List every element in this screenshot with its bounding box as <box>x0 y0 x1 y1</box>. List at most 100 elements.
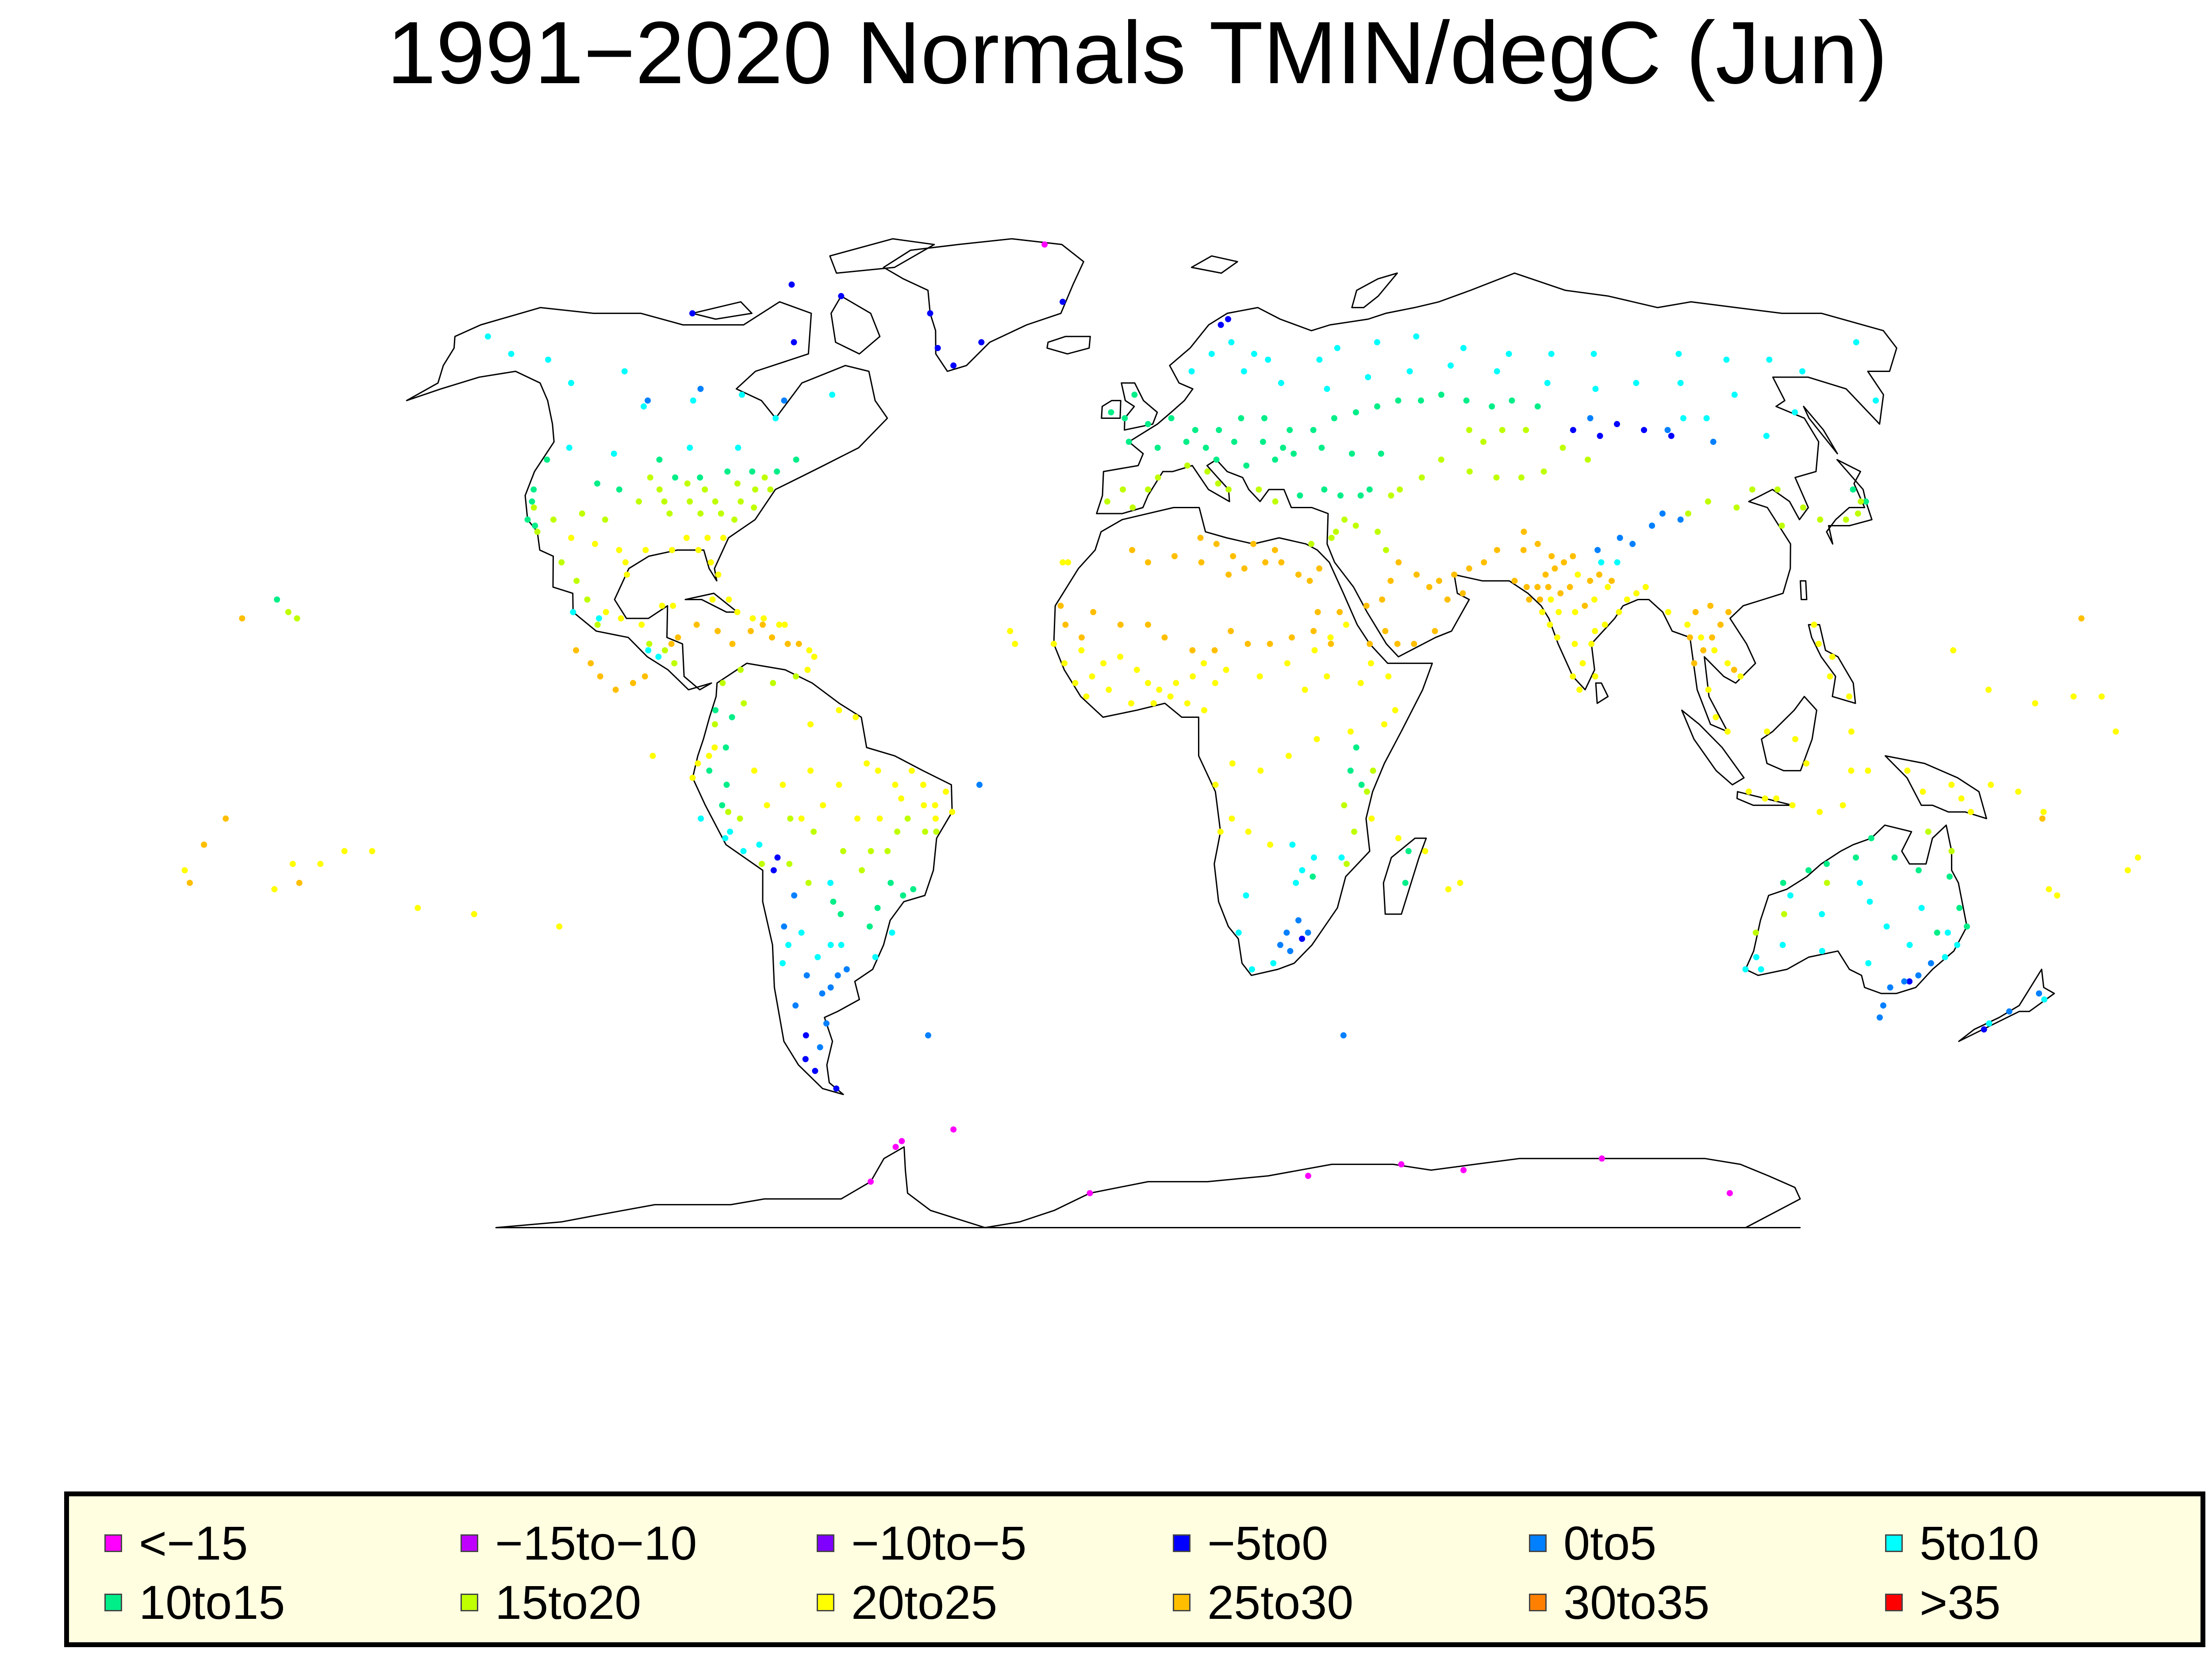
legend-swatch <box>1885 1594 1903 1611</box>
station-point <box>1336 609 1343 615</box>
station-point <box>1129 547 1136 553</box>
station-point <box>1395 559 1402 566</box>
legend-swatch <box>461 1534 478 1552</box>
station-point <box>616 547 622 553</box>
series-25to30 <box>187 529 2085 886</box>
station-point <box>1534 540 1541 547</box>
legend-label: −15to−10 <box>495 1516 697 1570</box>
station-point <box>1659 510 1666 517</box>
station-point <box>899 1138 905 1144</box>
station-point <box>647 474 653 481</box>
station-point <box>1201 660 1207 667</box>
station-point <box>1548 553 1555 560</box>
station-point <box>2070 693 2077 700</box>
station-point <box>1596 571 1602 578</box>
station-point <box>735 445 741 451</box>
station-point <box>772 415 779 422</box>
station-point <box>1787 892 1793 899</box>
station-point <box>568 535 575 541</box>
station-point <box>612 686 619 693</box>
station-point <box>909 767 915 774</box>
station-point <box>1262 559 1269 566</box>
legend-label: 10to15 <box>139 1576 285 1629</box>
iceland-outline <box>1046 336 1091 355</box>
station-point <box>1352 522 1359 529</box>
station-point <box>2015 788 2022 795</box>
station-point <box>1198 559 1205 566</box>
station-point <box>1257 767 1264 774</box>
africa-outline <box>1053 507 1433 976</box>
station-point <box>727 828 733 835</box>
station-point <box>573 647 580 654</box>
station-point <box>707 559 714 566</box>
station-point <box>1145 421 1151 427</box>
station-point <box>1664 427 1671 433</box>
station-point <box>1125 438 1132 445</box>
station-point <box>622 559 629 566</box>
eurasia-outline <box>1096 272 1897 732</box>
station-point <box>584 596 591 603</box>
station-point <box>737 815 743 822</box>
station-point <box>603 609 609 615</box>
station-point <box>820 802 826 809</box>
station-point <box>1079 634 1085 641</box>
station-point <box>1173 680 1179 686</box>
station-point <box>1915 867 1922 874</box>
station-point <box>1365 374 1371 380</box>
station-point <box>1561 559 1567 566</box>
station-point <box>1188 368 1195 375</box>
station-point <box>706 752 712 759</box>
station-point <box>1865 960 1872 966</box>
philippines-outline <box>1808 624 1856 704</box>
station-point <box>950 362 957 369</box>
station-point <box>1466 565 1472 572</box>
station-point <box>695 547 702 553</box>
station-point <box>1295 917 1302 924</box>
station-point <box>684 535 690 541</box>
station-point <box>1328 640 1334 647</box>
station-point <box>864 760 870 767</box>
station-point <box>1290 450 1297 457</box>
legend-swatch <box>104 1594 122 1611</box>
station-point <box>2041 996 2047 1003</box>
station-point <box>641 403 647 410</box>
station-point <box>687 498 693 505</box>
station-point <box>317 861 324 867</box>
station-point <box>722 835 729 842</box>
station-point <box>1293 880 1299 886</box>
station-point <box>1250 540 1257 547</box>
station-point <box>1545 584 1551 590</box>
station-point <box>1824 861 1830 867</box>
station-point <box>1920 788 1926 795</box>
station-point <box>1710 438 1717 445</box>
series-0to5 <box>645 386 2042 1050</box>
station-point <box>1668 433 1674 439</box>
station-point <box>1946 873 1953 880</box>
station-point <box>1904 767 1911 774</box>
station-point <box>1337 492 1344 499</box>
station-point <box>793 673 799 680</box>
station-point <box>594 621 601 628</box>
station-point <box>1104 498 1110 505</box>
station-point <box>1204 468 1211 475</box>
station-point <box>1709 634 1715 641</box>
station-point <box>597 673 603 680</box>
station-point <box>812 1068 818 1074</box>
station-point <box>1592 628 1598 634</box>
station-point <box>1665 609 1671 615</box>
station-point <box>1183 438 1190 445</box>
station-point <box>1964 923 1970 930</box>
station-point <box>932 802 938 809</box>
station-point <box>1445 886 1452 893</box>
station-point <box>711 744 718 751</box>
station-point <box>1133 667 1140 673</box>
station-point <box>1338 854 1345 861</box>
station-point <box>1494 368 1500 375</box>
station-point <box>1406 368 1413 375</box>
station-point <box>1928 960 1934 966</box>
station-point <box>734 609 741 615</box>
station-point <box>1571 640 1578 647</box>
station-point <box>921 802 927 809</box>
station-point <box>756 841 763 848</box>
station-point <box>596 615 602 622</box>
